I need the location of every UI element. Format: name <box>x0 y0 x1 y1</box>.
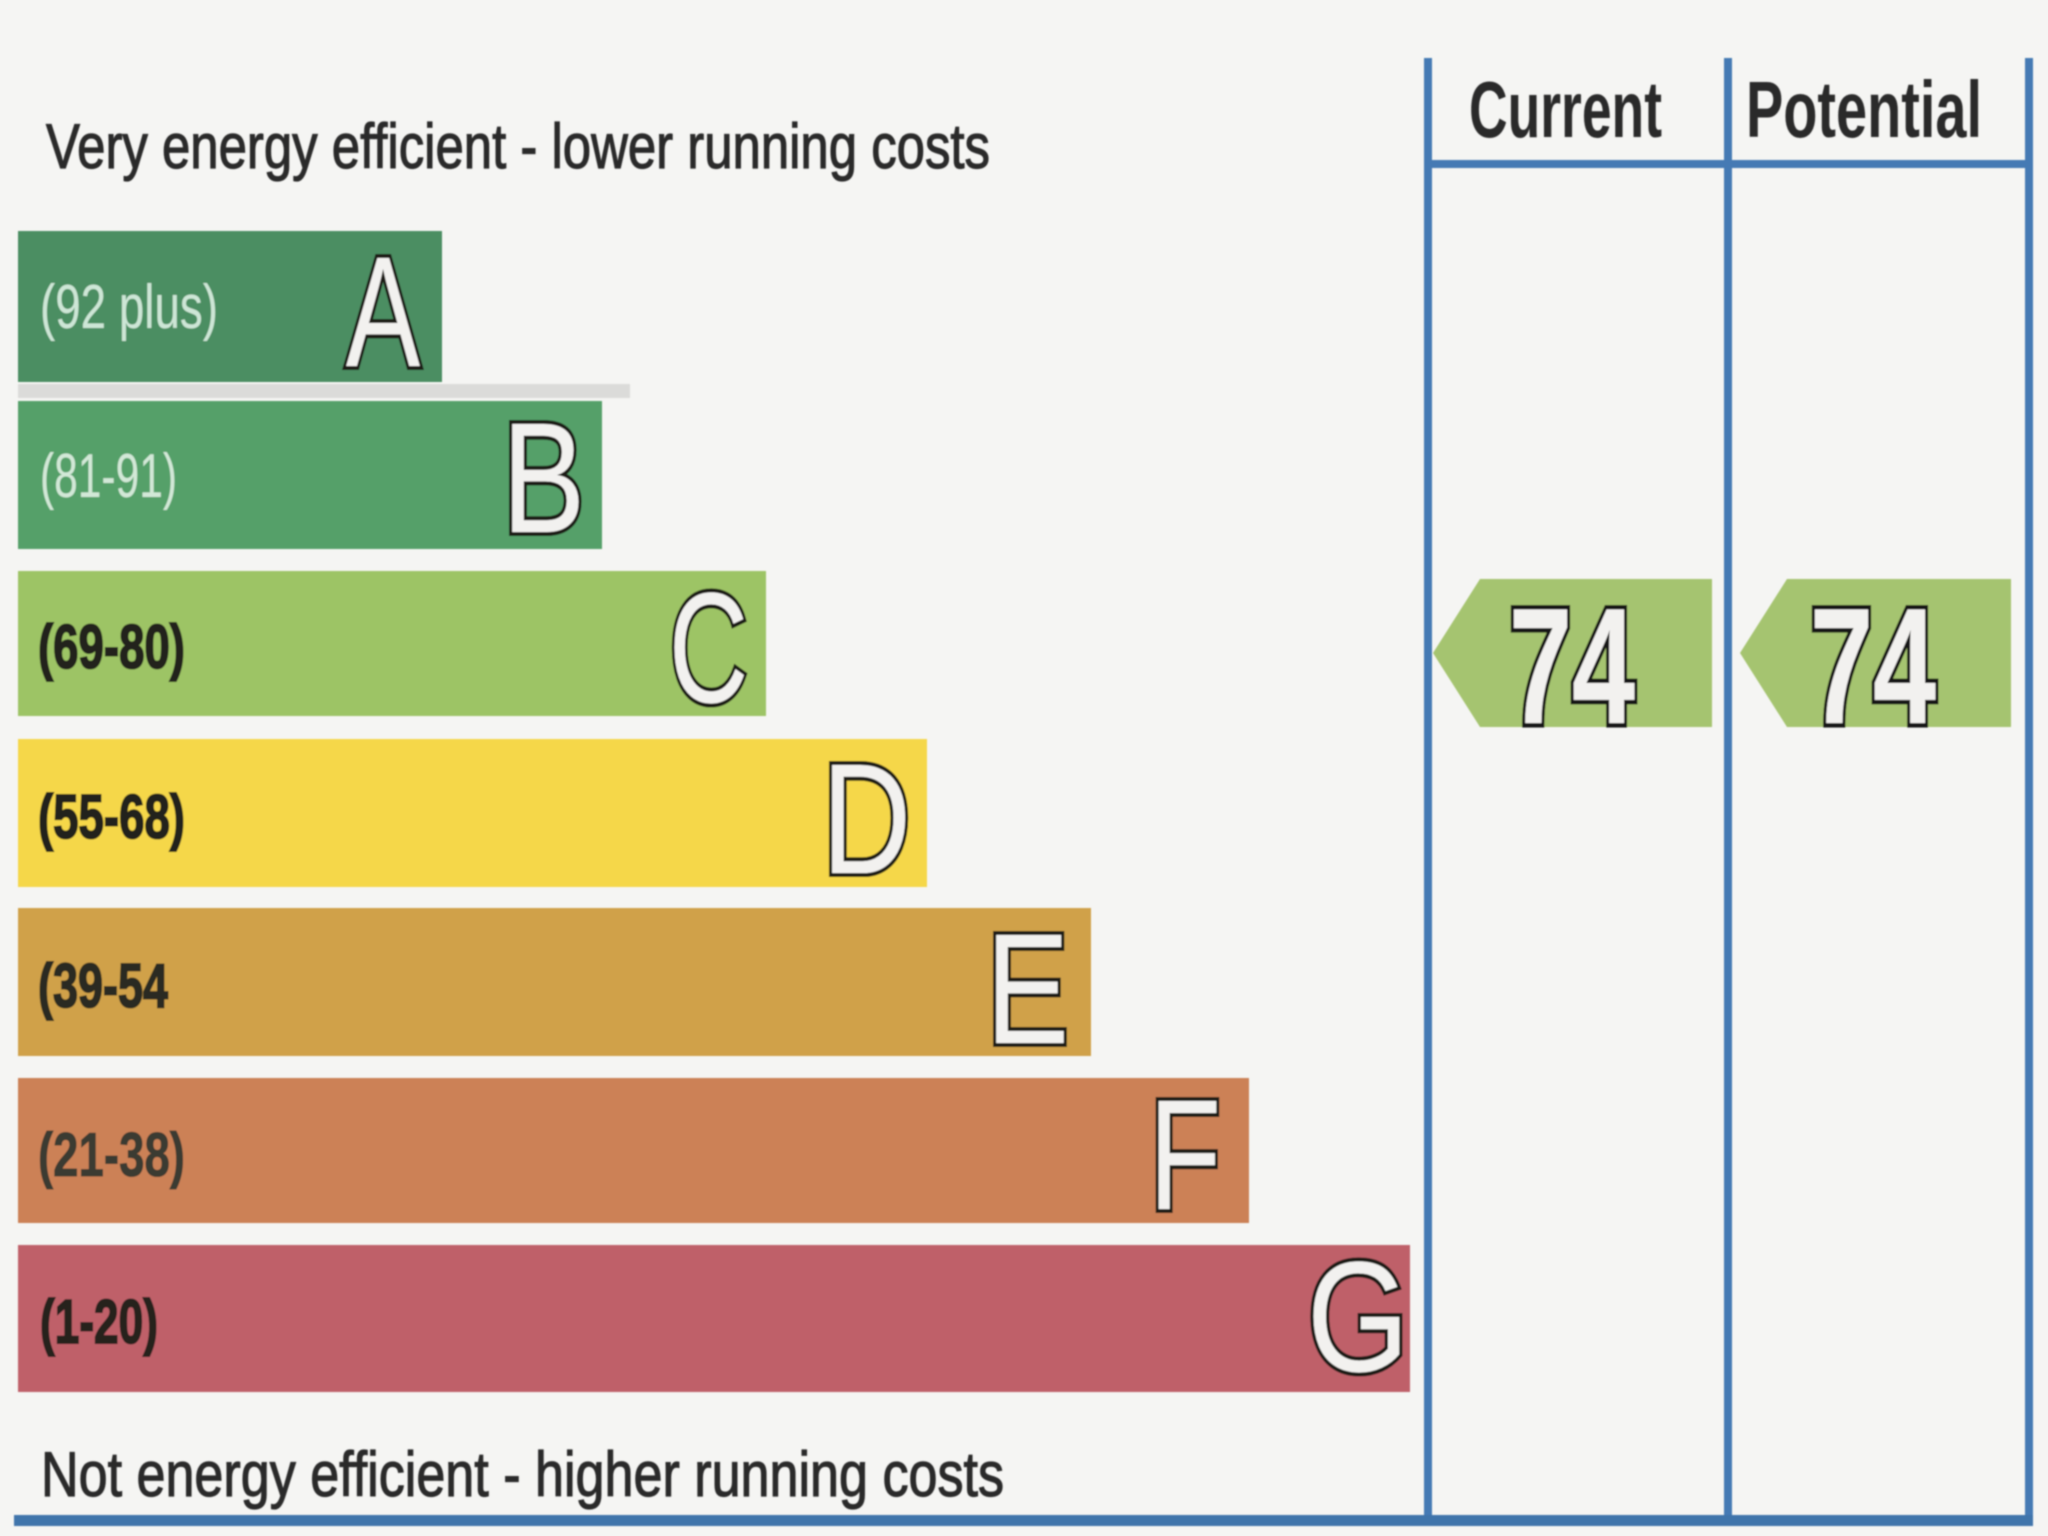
svg-text:B: B <box>502 391 585 566</box>
svg-text:A: A <box>346 225 420 400</box>
svg-text:C: C <box>669 561 748 736</box>
svg-text:(39-54: (39-54 <box>38 952 168 1021</box>
svg-text:E: E <box>986 902 1069 1077</box>
svg-text:Not energy efficient - higher: Not energy efficient - higher running co… <box>41 1440 1004 1510</box>
svg-text:G: G <box>1307 1230 1409 1405</box>
svg-text:Potential: Potential <box>1746 65 1982 154</box>
svg-text:(21-38): (21-38) <box>38 1121 185 1190</box>
svg-text:(69-80): (69-80) <box>38 613 185 682</box>
svg-text:(92 plus): (92 plus) <box>40 273 218 342</box>
svg-text:(1-20): (1-20) <box>40 1288 158 1357</box>
svg-text:74: 74 <box>1810 574 1936 758</box>
svg-text:(81-91): (81-91) <box>40 442 177 511</box>
svg-text:F: F <box>1149 1068 1221 1243</box>
svg-text:Very energy efficient - lower: Very energy efficient - lower running co… <box>46 112 990 182</box>
svg-text:74: 74 <box>1509 574 1635 758</box>
svg-text:Current: Current <box>1469 65 1662 154</box>
svg-text:(55-68): (55-68) <box>38 783 185 852</box>
svg-text:D: D <box>822 732 911 907</box>
